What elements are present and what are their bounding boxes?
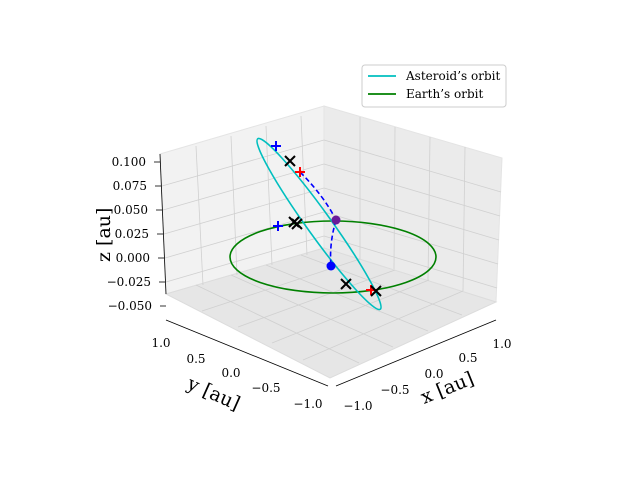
- z-tick-label: 0.050: [114, 203, 148, 217]
- gridline: [300, 115, 308, 256]
- x-tick-label: −0.5: [380, 383, 409, 397]
- gridline: [462, 146, 466, 292]
- legend: Asteroid’s orbit Earth’s orbit: [361, 64, 507, 108]
- gridline: [323, 211, 499, 265]
- x-marker: [284, 155, 296, 167]
- gridline: [323, 235, 498, 289]
- gridline: [195, 145, 204, 286]
- dot-marker: [331, 215, 341, 225]
- x-marker: [291, 218, 303, 230]
- gridline: [195, 284, 360, 364]
- y-axis-line: [165, 319, 329, 387]
- axis-lines: [159, 153, 497, 387]
- y-tick-label: −1.0: [293, 397, 322, 411]
- asteroid-orbit-line: [256, 137, 382, 311]
- x-marker: [340, 278, 352, 290]
- gridline: [302, 290, 464, 361]
- gridline: [265, 125, 273, 266]
- gridline: [265, 264, 429, 332]
- x-tick-label: 1.0: [492, 337, 511, 351]
- z-tick-label: 0.100: [112, 155, 146, 169]
- gridline: [230, 135, 238, 276]
- floor-pane: [164, 247, 498, 379]
- y-tick-label: −0.5: [251, 381, 280, 395]
- dot-marker: [326, 261, 336, 271]
- y-tick-label: 1.0: [151, 336, 170, 350]
- markers: [271, 141, 382, 297]
- plus-marker: [295, 167, 305, 177]
- legend-label-asteroid: Asteroid’s orbit: [405, 69, 500, 83]
- gridline: [271, 279, 430, 344]
- z-axis-label: z [au]: [93, 208, 115, 262]
- x-marker: [370, 285, 382, 297]
- gridline: [165, 235, 325, 283]
- gridline: [323, 163, 501, 217]
- gridline: [323, 139, 502, 193]
- gridline: [161, 139, 325, 187]
- gridline: [427, 136, 431, 281]
- z-tick-label: 0.025: [115, 227, 149, 241]
- tick-labels: −0.050 −0.025 0.000 0.025 0.050 0.075 0.100 −1.…: [107, 155, 512, 413]
- plus-marker: [273, 221, 283, 231]
- gridline: [323, 187, 500, 241]
- legend-label-earth: Earth’s orbit: [406, 87, 483, 101]
- gridline: [393, 126, 396, 270]
- z-tick-label: −0.050: [108, 299, 152, 313]
- y-tick-label: 0.5: [186, 352, 205, 366]
- x-axis-line: [335, 319, 497, 387]
- z-tick-label: −0.025: [107, 275, 151, 289]
- gridline: [163, 187, 325, 235]
- panes: [159, 105, 503, 379]
- y-tick-label: 0.0: [221, 366, 240, 380]
- z-tick-label: 0.075: [113, 179, 147, 193]
- legend-box: [361, 64, 507, 108]
- x-tick-label: 0.5: [458, 351, 477, 365]
- x-tick-label: 0.0: [424, 367, 443, 381]
- z-axis-line: [159, 153, 167, 295]
- x-tick-label: −1.0: [343, 399, 372, 413]
- z-tick-label: 0.000: [116, 251, 150, 265]
- gridline: [230, 274, 394, 348]
- plus-marker: [271, 141, 281, 151]
